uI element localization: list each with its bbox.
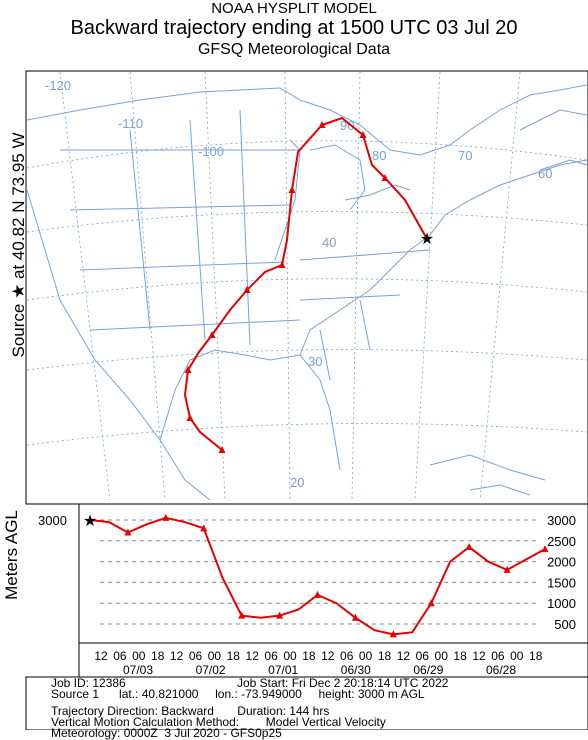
source-star-icon: ★ [420,231,434,248]
source-star-icon: ★ [83,513,97,530]
trajectory-marker [288,186,296,193]
hour-tick-label: 06 [416,649,430,663]
height-marker [503,565,511,573]
height-marker [465,543,473,551]
trajectory-marker [359,131,367,138]
trajectory-direction: Trajectory Direction: Backward Duration:… [51,704,330,718]
date-label: 07/01 [268,663,298,677]
date-label: 07/02 [196,663,226,677]
lon-label: 60 [538,166,552,181]
trajectory-marker [218,446,226,453]
hour-tick-label: 18 [378,649,392,663]
lat-label: 40 [322,235,336,250]
date-label: 06/30 [341,663,371,677]
lon-label: 90 [340,118,354,133]
lat-label: 20 [290,475,304,490]
hour-tick-label: 06 [491,649,505,663]
hour-tick-label: 18 [227,649,241,663]
hour-tick-label: 00 [132,649,146,663]
lon-label: -110 [118,116,143,131]
title-line-3: GFSQ Meteorological Data [197,41,391,58]
height-marker [541,545,549,553]
height-marker [427,599,435,607]
hour-tick-label: 00 [283,649,297,663]
height-panel: 500 1000 1500 2000 2500 3000 3000 ★ [38,503,588,644]
height-tick-label: 1000 [547,596,576,611]
source-info: Source 1 lat.: 40.821000 lon.: -73.94900… [51,687,425,701]
map-grid-labels: -120 -110 -100 90 80 70 60 40 30 20 [45,78,552,490]
hour-tick-label: 12 [472,649,486,663]
lat-label: 30 [308,354,322,369]
time-axis-frame [78,642,588,678]
height-gridlines [100,519,540,625]
title-line-2: Backward trajectory ending at 1500 UTC 0… [70,17,518,39]
hour-tick-label: 12 [397,649,411,663]
trajectory-marker [208,331,216,338]
height-marker [389,630,397,638]
footer-frame [25,676,588,730]
lon-label: 80 [372,148,386,163]
height-marker [200,524,208,532]
hour-tick-label: 00 [435,649,449,663]
height-marker [162,513,170,521]
hour-tick-label: 06 [340,649,354,663]
trajectory-marker [186,414,194,421]
hour-tick-label: 12 [246,649,260,663]
hour-tick-label: 06 [264,649,278,663]
hour-tick-label: 18 [302,649,316,663]
hour-tick-label: 00 [359,649,373,663]
trajectory-path: ★ [183,116,434,453]
height-tick-label: 1500 [547,575,576,590]
hour-tick-label: 12 [94,649,108,663]
height-tick-label: 2000 [547,555,576,570]
date-label: 06/29 [413,663,443,677]
trajectory-marker [318,121,326,128]
map-panel: -120 -110 -100 90 80 70 60 40 30 20 ★ [25,70,588,505]
height-markers [124,513,549,638]
height-tick-label: 500 [554,617,576,632]
trajectory-marker [184,366,192,373]
trajectory-marker [278,261,286,268]
height-tick-label: 2500 [547,534,576,549]
title-line-1: NOAA HYSPLIT MODEL [211,0,377,17]
trajectory-marker [243,286,251,293]
country-state-boundaries [27,84,587,501]
job-start: Job Start: Fri Dec 2 20:18:14 UTC 2022 [237,676,449,690]
hour-tick-label: 06 [189,649,203,663]
height-tick-labels: 500 1000 1500 2000 2500 3000 [547,513,576,632]
hour-tick-label: 18 [151,649,165,663]
lon-label: -120 [45,78,71,93]
height-marker [124,528,132,536]
lon-label: 70 [458,148,472,163]
height-marker [351,613,359,621]
hour-tick-label: 12 [170,649,184,663]
height-frame [78,503,588,644]
job-id: Job ID: 12386 [51,676,126,690]
left-tick-label: 3000 [38,513,67,528]
hour-tick-labels: 12 06 00 18 12 06 00 18 12 06 00 18 12 06 00 18 12 06 00 18… [94,649,542,663]
run-info-footer: Job ID: 12386 Job Start: Fri Dec 2 20:18… [27,675,587,739]
trajectory-marker [381,174,389,181]
height-tick-label: 3000 [547,513,576,528]
date-label: 07/03 [123,663,153,677]
height-marker [238,611,246,619]
date-label: 06/28 [486,663,516,677]
hour-tick-label: 00 [208,649,222,663]
hour-tick-label: 18 [453,649,467,663]
graticule [27,72,587,501]
height-marker [276,611,284,619]
vertical-motion-method: Vertical Motion Calculation Method: Mode… [51,715,386,729]
map-frame [25,70,588,505]
lon-label: -100 [198,144,224,159]
hour-tick-label: 00 [510,649,524,663]
height-marker [314,590,321,598]
hour-tick-label: 06 [113,649,127,663]
date-labels: 07/03 07/02 07/01 06/30 06/29 06/28 [123,663,516,677]
hour-tick-label: 18 [529,649,543,663]
time-axis-panel: 12 06 00 18 12 06 00 18 12 06 00 18 12 06 00 18 12 06 00 18… [78,642,588,678]
hour-tick-label: 12 [321,649,335,663]
